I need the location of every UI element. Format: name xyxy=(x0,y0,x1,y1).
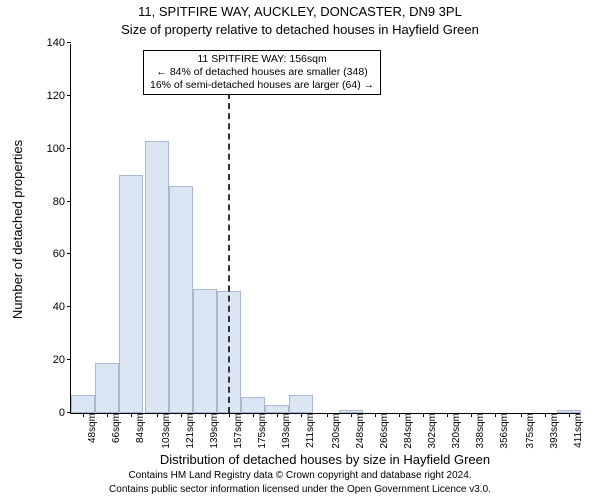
x-tick-mark xyxy=(301,413,302,417)
x-tick-label: 139sqm xyxy=(209,413,220,449)
x-tick-mark xyxy=(107,413,108,417)
x-axis-label: Distribution of detached houses by size … xyxy=(70,452,580,467)
histogram-bar xyxy=(557,410,581,413)
x-tick-label: 375sqm xyxy=(525,413,536,449)
histogram-bar xyxy=(193,289,217,413)
y-tick-label: 60 xyxy=(35,248,71,260)
histogram-bar xyxy=(71,395,95,414)
x-tick-mark xyxy=(447,413,448,417)
y-tick-mark xyxy=(67,306,71,307)
footer-line-2: Contains public sector information licen… xyxy=(0,484,600,495)
histogram-bar xyxy=(145,141,169,413)
x-tick-label: 338sqm xyxy=(475,413,486,449)
plot-area: 02040608010012014048sqm66sqm84sqm103sqm1… xyxy=(70,44,580,414)
x-tick-label: 356sqm xyxy=(499,413,510,449)
figure: 11, SPITFIRE WAY, AUCKLEY, DONCASTER, DN… xyxy=(0,0,600,500)
x-tick-label: 175sqm xyxy=(257,413,268,449)
x-tick-label: 284sqm xyxy=(403,413,414,449)
title-line-1: 11, SPITFIRE WAY, AUCKLEY, DONCASTER, DN… xyxy=(0,4,600,19)
y-axis-label: Number of detached properties xyxy=(8,44,28,414)
x-tick-mark xyxy=(277,413,278,417)
x-tick-label: 320sqm xyxy=(451,413,462,449)
x-tick-label: 393sqm xyxy=(549,413,560,449)
y-tick-label: 20 xyxy=(35,354,71,366)
y-tick-mark xyxy=(67,201,71,202)
y-tick-label: 120 xyxy=(35,90,71,102)
x-tick-mark xyxy=(351,413,352,417)
x-tick-label: 230sqm xyxy=(331,413,342,449)
x-tick-label: 193sqm xyxy=(281,413,292,449)
y-tick-mark xyxy=(67,253,71,254)
annotation-line-2: ← 84% of detached houses are smaller (34… xyxy=(150,66,374,79)
x-tick-mark xyxy=(205,413,206,417)
x-tick-mark xyxy=(545,413,546,417)
x-tick-mark xyxy=(375,413,376,417)
y-tick-label: 0 xyxy=(35,407,71,419)
x-tick-mark xyxy=(229,413,230,417)
annotation-line-1: 11 SPITFIRE WAY: 156sqm xyxy=(150,53,374,66)
y-tick-label: 140 xyxy=(35,37,71,49)
x-tick-mark xyxy=(495,413,496,417)
histogram-bar xyxy=(241,397,265,413)
x-tick-label: 411sqm xyxy=(573,413,584,448)
y-tick-label: 100 xyxy=(35,143,71,155)
y-tick-mark xyxy=(67,148,71,149)
x-tick-mark xyxy=(327,413,328,417)
y-tick-mark xyxy=(67,42,71,43)
histogram-bar xyxy=(265,405,289,413)
histogram-bar xyxy=(339,410,363,413)
x-tick-mark xyxy=(157,413,158,417)
x-tick-label: 266sqm xyxy=(379,413,390,449)
x-tick-label: 157sqm xyxy=(233,413,244,449)
annotation-box: 11 SPITFIRE WAY: 156sqm← 84% of detached… xyxy=(143,50,381,95)
x-tick-label: 66sqm xyxy=(111,413,122,443)
y-tick-mark xyxy=(67,359,71,360)
x-tick-label: 103sqm xyxy=(161,413,172,449)
x-tick-mark xyxy=(423,413,424,417)
histogram-bar xyxy=(119,175,143,413)
x-tick-mark xyxy=(569,413,570,417)
x-tick-label: 248sqm xyxy=(355,413,366,449)
x-tick-mark xyxy=(399,413,400,417)
annotation-line-3: 16% of semi-detached houses are larger (… xyxy=(150,79,374,92)
x-tick-mark xyxy=(253,413,254,417)
x-tick-mark xyxy=(131,413,132,417)
x-tick-label: 302sqm xyxy=(427,413,438,449)
histogram-bar xyxy=(95,363,119,413)
x-tick-label: 48sqm xyxy=(87,413,98,443)
footer-line-1: Contains HM Land Registry data © Crown c… xyxy=(0,470,600,481)
x-tick-label: 84sqm xyxy=(135,413,146,443)
y-tick-mark xyxy=(67,95,71,96)
title-line-2: Size of property relative to detached ho… xyxy=(0,22,600,37)
x-tick-mark xyxy=(83,413,84,417)
y-tick-label: 40 xyxy=(35,301,71,313)
histogram-bar xyxy=(169,186,193,413)
x-tick-label: 211sqm xyxy=(305,413,316,448)
x-tick-mark xyxy=(471,413,472,417)
x-tick-mark xyxy=(181,413,182,417)
x-tick-label: 121sqm xyxy=(185,413,196,449)
histogram-bar xyxy=(289,395,313,414)
x-tick-mark xyxy=(521,413,522,417)
reference-marker-line xyxy=(228,93,230,413)
y-tick-label: 80 xyxy=(35,196,71,208)
